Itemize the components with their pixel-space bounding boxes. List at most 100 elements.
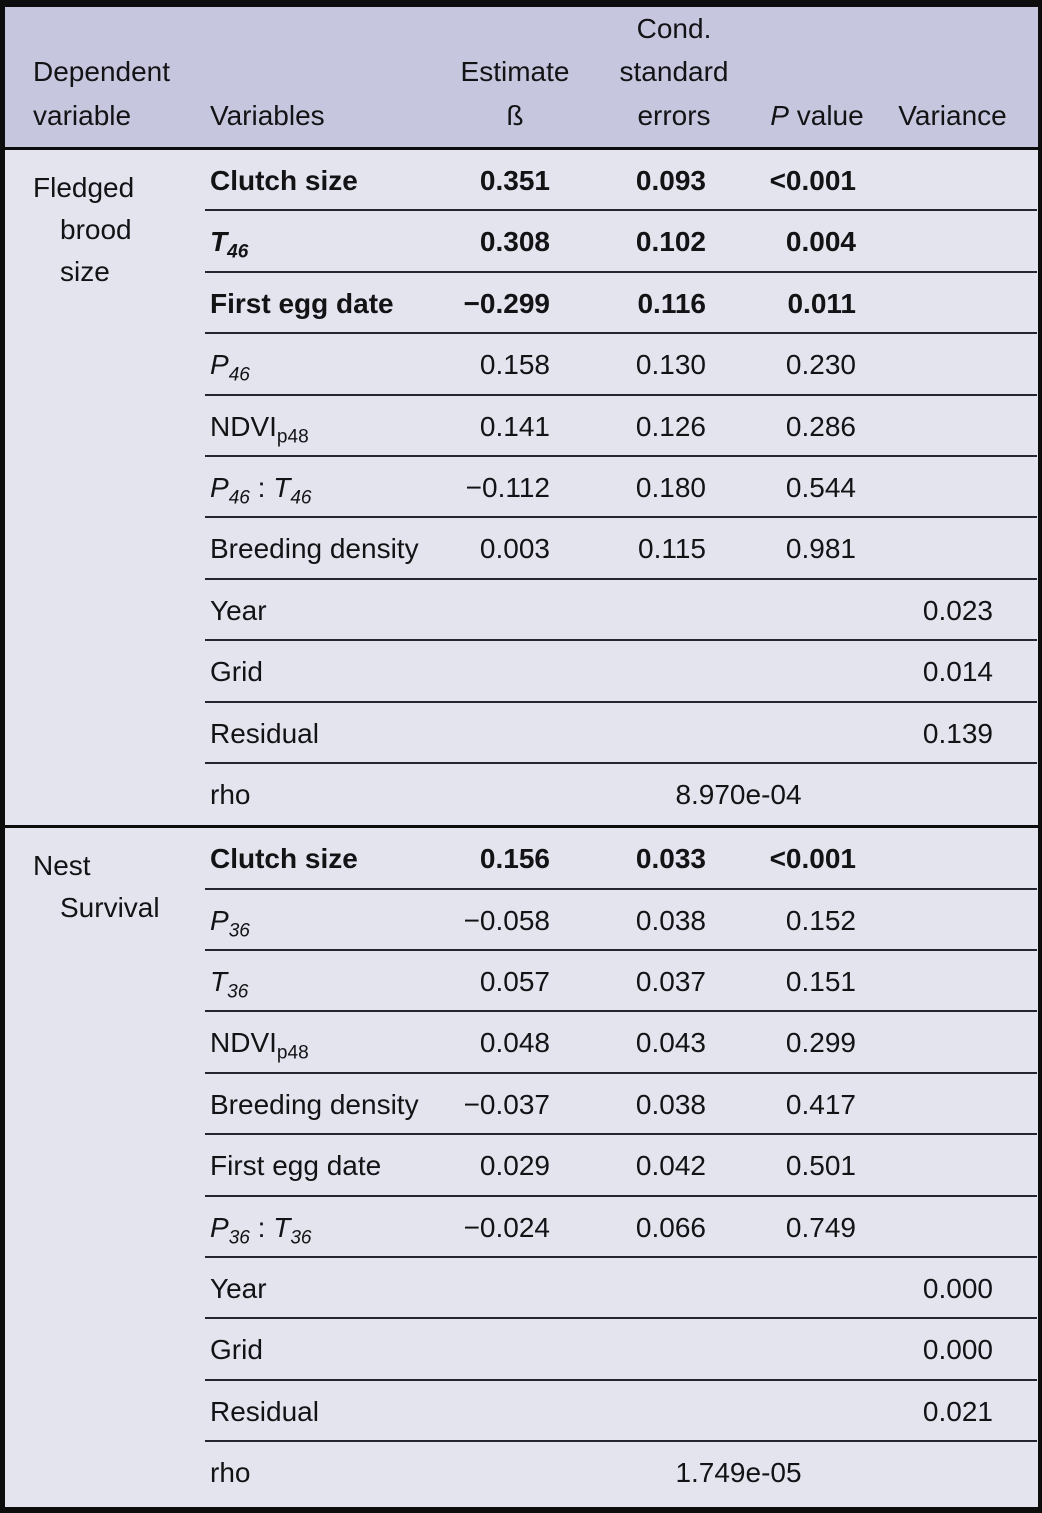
variable-label: Clutch size <box>205 150 440 212</box>
table-header: Dependent variable Variables Estimate ß … <box>5 7 1038 150</box>
estimate-value: −0.112 <box>440 457 556 519</box>
variance-value: 0.000 <box>862 1319 1037 1381</box>
variable-label: P36 <box>205 890 440 952</box>
estimate-value: −0.299 <box>440 273 556 335</box>
variable-label: Breeding density <box>205 1074 440 1136</box>
variable-label: P46 <box>205 334 440 396</box>
variance-value <box>862 1074 1037 1136</box>
variance-value <box>862 518 1037 580</box>
std-error-value <box>556 641 712 703</box>
variance-value <box>862 334 1037 396</box>
estimate-value <box>440 641 556 703</box>
std-error-value <box>556 1319 712 1381</box>
col-header-estimate: Estimate ß <box>460 56 570 131</box>
std-error-value: 0.066 <box>556 1197 712 1259</box>
variable-label: NDVIp48 <box>205 396 440 457</box>
std-error-value: 0.038 <box>556 1074 712 1136</box>
variable-label: T46 <box>205 211 440 273</box>
variance-value <box>862 951 1037 1013</box>
estimate-value: 0.029 <box>440 1135 556 1197</box>
std-error-value: 0.180 <box>556 457 712 519</box>
estimate-value: 0.156 <box>440 828 556 890</box>
p-value <box>712 580 862 642</box>
estimate-value: 0.048 <box>440 1012 556 1074</box>
variance-value <box>862 1197 1037 1259</box>
table-section: Nest Survival Clutch size 0.156 0.033 <0.001… <box>5 828 1038 1503</box>
estimate-value: 0.158 <box>440 334 556 396</box>
rho-value: 1.749e-05 <box>675 1457 802 1489</box>
variable-label: Year <box>205 1258 440 1320</box>
col-header-variables: Variables <box>210 99 325 131</box>
variance-value: 0.139 <box>862 703 1037 764</box>
std-error-value: 0.116 <box>556 273 712 335</box>
variance-value <box>862 211 1037 273</box>
p-value <box>712 1381 862 1443</box>
variance-value: 0.021 <box>862 1381 1037 1443</box>
std-error-value: 0.038 <box>556 890 712 952</box>
p-value: 0.417 <box>712 1074 862 1136</box>
estimate-value: 0.351 <box>440 150 556 212</box>
std-error-value: 0.102 <box>556 211 712 273</box>
variable-label: First egg date <box>205 273 440 335</box>
std-error-value: 0.126 <box>556 396 712 457</box>
p-value: 0.501 <box>712 1135 862 1197</box>
variance-value <box>862 828 1037 890</box>
std-error-value <box>556 1258 712 1320</box>
variance-value <box>862 150 1037 212</box>
variable-label: Breeding density <box>205 518 440 580</box>
p-value: 0.544 <box>712 457 862 519</box>
rho-label: rho <box>210 778 251 810</box>
estimate-value: −0.024 <box>440 1197 556 1259</box>
p-value: 0.749 <box>712 1197 862 1259</box>
p-value: 0.004 <box>712 211 862 273</box>
std-error-value: 0.115 <box>556 518 712 580</box>
variable-label: Residual <box>205 1381 440 1443</box>
variable-label: P36 : T36 <box>205 1197 440 1259</box>
col-header-cond-standard-errors: Cond. standard errors <box>619 13 729 131</box>
variable-label: Grid <box>205 641 440 703</box>
variable-label: T36 <box>205 951 440 1013</box>
estimate-value: −0.058 <box>440 890 556 952</box>
p-value <box>712 1258 862 1320</box>
estimate-value: 0.308 <box>440 211 556 273</box>
variable-label: Residual <box>205 703 440 764</box>
p-value: 0.011 <box>712 273 862 335</box>
p-value-rest: value <box>788 99 864 131</box>
p-value: 0.286 <box>712 396 862 457</box>
variable-label: NDVIp48 <box>205 1012 440 1074</box>
variable-label: Grid <box>205 1319 440 1381</box>
variance-value <box>862 1135 1037 1197</box>
table-section: Fledged brood size Clutch size 0.351 0.093 <… <box>5 150 1038 829</box>
p-value: 0.299 <box>712 1012 862 1074</box>
variance-value <box>862 396 1037 457</box>
estimate-value <box>440 580 556 642</box>
variance-value: 0.000 <box>862 1258 1037 1320</box>
variance-value <box>862 273 1037 335</box>
p-value-italic-p: P <box>770 99 789 131</box>
std-error-value: 0.037 <box>556 951 712 1013</box>
p-value: 0.151 <box>712 951 862 1013</box>
estimate-value: 0.003 <box>440 518 556 580</box>
estimate-value <box>440 1381 556 1443</box>
estimate-value: 0.057 <box>440 951 556 1013</box>
variance-value: 0.023 <box>862 580 1037 642</box>
estimate-value <box>440 1319 556 1381</box>
p-value <box>712 1319 862 1381</box>
rho-label: rho <box>210 1457 251 1489</box>
variable-label: Clutch size <box>205 828 440 890</box>
p-value <box>712 703 862 764</box>
variance-value <box>862 457 1037 519</box>
p-value: 0.981 <box>712 518 862 580</box>
estimate-value: 0.141 <box>440 396 556 457</box>
variable-label: P46 : T46 <box>205 457 440 519</box>
std-error-value: 0.130 <box>556 334 712 396</box>
col-header-dependent-variable: Dependent variable <box>33 56 171 131</box>
col-header-variance: Variance <box>898 99 1007 131</box>
variance-value <box>862 890 1037 952</box>
p-value: <0.001 <box>712 150 862 212</box>
dependent-variable-label: Nest Survival <box>33 850 160 924</box>
std-error-value: 0.042 <box>556 1135 712 1197</box>
variance-value: 0.014 <box>862 641 1037 703</box>
dependent-variable-label: Fledged brood size <box>33 172 135 287</box>
